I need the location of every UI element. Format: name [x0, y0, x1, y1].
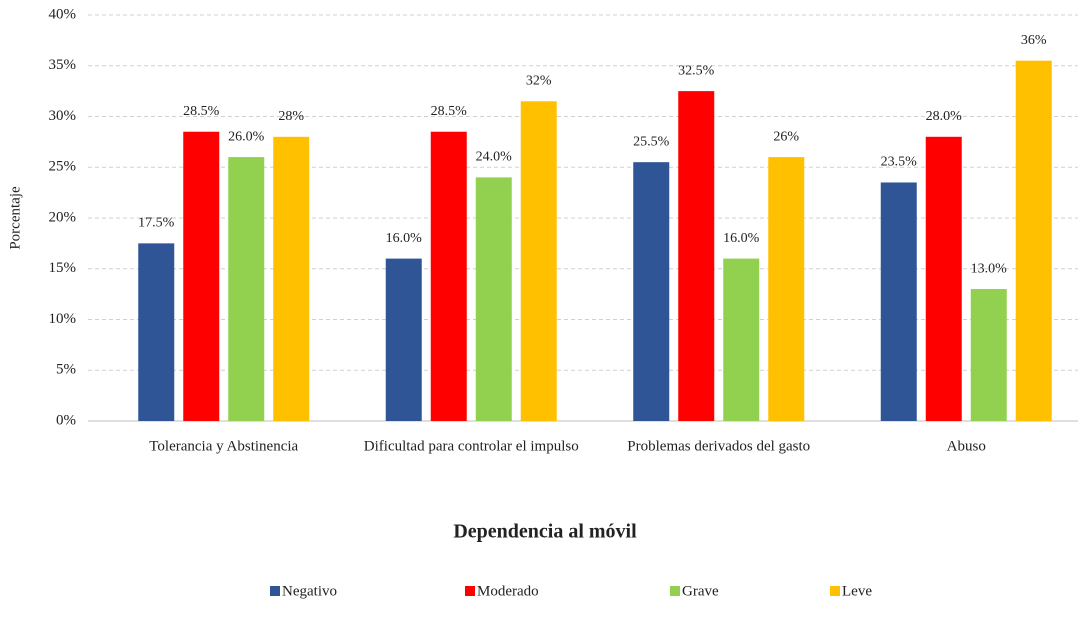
- y-tick-label: 30%: [49, 108, 77, 124]
- bar: [475, 177, 512, 421]
- y-tick-label: 0%: [56, 412, 76, 428]
- value-label: 32%: [526, 73, 552, 88]
- y-tick-label: 20%: [49, 209, 77, 225]
- value-label: 16.0%: [723, 231, 760, 246]
- bar: [385, 258, 422, 421]
- x-tick-label: Abuso: [947, 438, 986, 454]
- legend-swatch: [465, 586, 475, 596]
- value-label: 25.5%: [633, 134, 670, 149]
- legend-label: Negativo: [282, 583, 337, 599]
- value-label: 16.0%: [386, 231, 423, 246]
- legend-label: Moderado: [477, 583, 539, 599]
- legend-swatch: [670, 586, 680, 596]
- bar: [925, 136, 962, 422]
- bar: [723, 258, 760, 421]
- value-label: 23.5%: [881, 155, 918, 170]
- value-label: 13.0%: [971, 261, 1008, 276]
- x-tick-label: Tolerancia y Abstinencia: [149, 438, 298, 454]
- value-label: 28.5%: [431, 104, 468, 119]
- bar: [138, 243, 175, 421]
- value-label: 17.5%: [138, 216, 175, 231]
- y-tick-label: 5%: [56, 362, 76, 378]
- value-label: 28.5%: [183, 104, 220, 119]
- bar: [430, 131, 467, 421]
- bar: [183, 131, 220, 421]
- bar: [1015, 60, 1052, 422]
- bar: [273, 136, 310, 422]
- value-label: 26%: [773, 129, 799, 144]
- bar: [768, 157, 805, 421]
- value-label: 28.0%: [926, 109, 963, 124]
- y-tick-label: 10%: [49, 311, 77, 327]
- legend-swatch: [830, 586, 840, 596]
- value-label: 24.0%: [476, 150, 513, 165]
- x-tick-label: Problemas derivados del gasto: [627, 438, 810, 454]
- bar: [880, 182, 917, 421]
- x-tick-label: Dificultad para controlar el impulso: [364, 438, 579, 454]
- x-axis-title: Dependencia al móvil: [453, 521, 637, 543]
- legend-label: Leve: [842, 583, 872, 599]
- y-tick-label: 15%: [49, 260, 77, 276]
- y-axis-title: Porcentaje: [7, 186, 23, 250]
- bar: [633, 162, 670, 422]
- bar: [228, 157, 265, 421]
- value-label: 28%: [278, 109, 304, 124]
- bar: [520, 101, 557, 422]
- value-label: 36%: [1021, 33, 1047, 48]
- legend-swatch: [270, 586, 280, 596]
- legend-label: Grave: [682, 583, 719, 599]
- y-tick-label: 35%: [49, 57, 77, 73]
- y-tick-label: 40%: [49, 6, 77, 22]
- bar: [678, 91, 715, 421]
- value-label: 26.0%: [228, 129, 265, 144]
- value-label: 32.5%: [678, 63, 715, 78]
- bar: [970, 289, 1007, 421]
- y-tick-label: 25%: [49, 159, 77, 175]
